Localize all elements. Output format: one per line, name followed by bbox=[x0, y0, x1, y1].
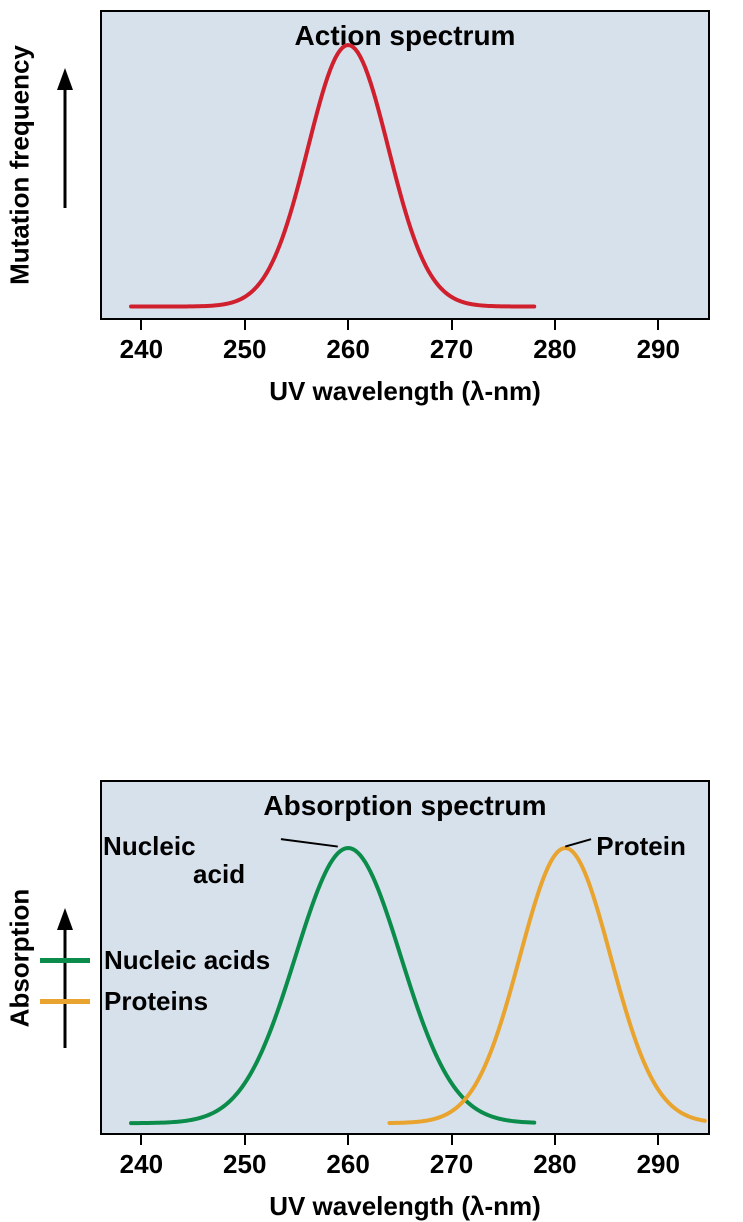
xtick-mark bbox=[451, 1135, 453, 1145]
protein-label: Protein bbox=[596, 833, 686, 860]
xtick-mark bbox=[140, 1135, 142, 1145]
legend-item-0: Nucleic acids bbox=[40, 945, 270, 976]
xtick-label: 250 bbox=[223, 1149, 266, 1180]
legend-label: Nucleic acids bbox=[104, 945, 270, 976]
nucleic-acid-label: Nucleicacid bbox=[193, 833, 286, 888]
legend-label: Proteins bbox=[104, 986, 208, 1017]
xtick-label: 240 bbox=[120, 1149, 163, 1180]
xtick-label: 270 bbox=[430, 1149, 473, 1180]
panel-action-spectrum: Action spectrum Mutation frequency UV wa… bbox=[0, 0, 743, 310]
protein-label-leader bbox=[565, 839, 591, 846]
legend-swatch bbox=[40, 999, 90, 1004]
nucleic-acid-label-line0: Nucleic bbox=[103, 833, 196, 860]
xtick-mark bbox=[347, 1135, 349, 1145]
xlabel-absorption: UV wavelength (λ-nm) bbox=[269, 1191, 541, 1222]
xtick-mark bbox=[244, 1135, 246, 1145]
legend: Nucleic acids Proteins bbox=[40, 945, 270, 1027]
xtick-label: 260 bbox=[326, 1149, 369, 1180]
panel-absorption-spectrum: Absorption spectrum Absorption UV wavele… bbox=[0, 310, 743, 665]
curve-action bbox=[131, 45, 534, 306]
nucleic-acid-label-leader bbox=[281, 839, 338, 846]
curve-svg-absorption bbox=[0, 310, 743, 1195]
curve-protein bbox=[389, 848, 704, 1123]
xtick-label: 290 bbox=[637, 1149, 680, 1180]
nucleic-acid-label-line1: acid bbox=[193, 861, 286, 888]
legend-swatch bbox=[40, 958, 90, 963]
xtick-label: 280 bbox=[533, 1149, 576, 1180]
protein-label-line0: Protein bbox=[596, 833, 686, 860]
legend-item-1: Proteins bbox=[40, 986, 270, 1017]
xtick-mark bbox=[554, 1135, 556, 1145]
xtick-mark bbox=[657, 1135, 659, 1145]
figure: Action spectrum Mutation frequency UV wa… bbox=[0, 0, 743, 665]
